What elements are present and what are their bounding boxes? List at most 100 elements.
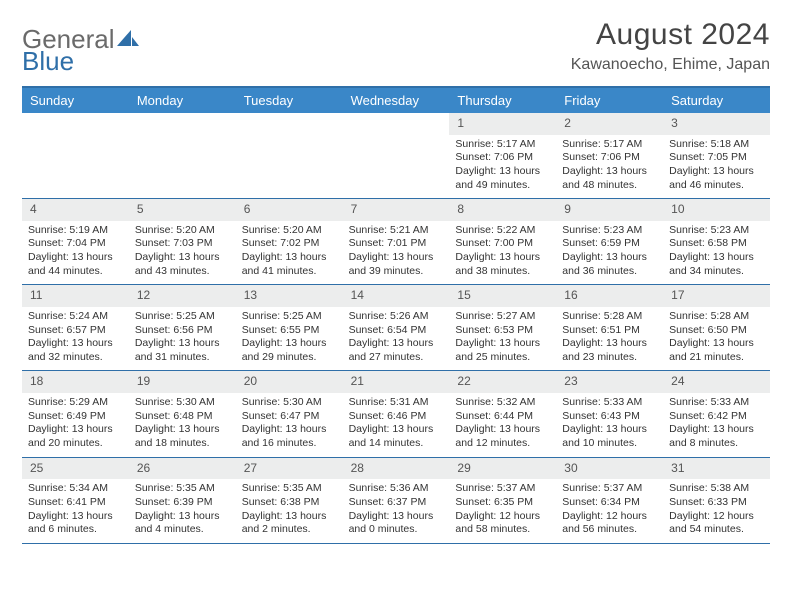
sunrise-text: Sunrise: 5:34 AM [28, 482, 123, 496]
calendar: Sunday Monday Tuesday Wednesday Thursday… [22, 86, 770, 544]
day2-text: and 48 minutes. [562, 179, 657, 193]
dayname-fri: Friday [556, 88, 663, 113]
day-details: Sunrise: 5:33 AMSunset: 6:42 PMDaylight:… [663, 393, 770, 457]
calendar-cell: 28Sunrise: 5:36 AMSunset: 6:37 PMDayligh… [343, 458, 450, 543]
day-number: 12 [129, 285, 236, 307]
sunset-text: Sunset: 6:42 PM [669, 410, 764, 424]
day-number: 26 [129, 458, 236, 480]
day-details: Sunrise: 5:36 AMSunset: 6:37 PMDaylight:… [343, 479, 450, 543]
day-number: 28 [343, 458, 450, 480]
day2-text: and 38 minutes. [455, 265, 550, 279]
day-details: Sunrise: 5:17 AMSunset: 7:06 PMDaylight:… [449, 135, 556, 199]
calendar-cell: 8Sunrise: 5:22 AMSunset: 7:00 PMDaylight… [449, 199, 556, 284]
day1-text: Daylight: 13 hours [135, 423, 230, 437]
calendar-cell: 26Sunrise: 5:35 AMSunset: 6:39 PMDayligh… [129, 458, 236, 543]
day2-text: and 16 minutes. [242, 437, 337, 451]
sunset-text: Sunset: 6:33 PM [669, 496, 764, 510]
sunset-text: Sunset: 7:04 PM [28, 237, 123, 251]
day1-text: Daylight: 13 hours [135, 510, 230, 524]
day2-text: and 18 minutes. [135, 437, 230, 451]
calendar-cell: 13Sunrise: 5:25 AMSunset: 6:55 PMDayligh… [236, 285, 343, 370]
day1-text: Daylight: 13 hours [28, 337, 123, 351]
day2-text: and 0 minutes. [349, 523, 444, 537]
day-details: Sunrise: 5:30 AMSunset: 6:47 PMDaylight:… [236, 393, 343, 457]
day2-text: and 2 minutes. [242, 523, 337, 537]
sunrise-text: Sunrise: 5:17 AM [455, 138, 550, 152]
sunrise-text: Sunrise: 5:28 AM [669, 310, 764, 324]
day2-text: and 31 minutes. [135, 351, 230, 365]
day-details: Sunrise: 5:37 AMSunset: 6:34 PMDaylight:… [556, 479, 663, 543]
day-number: 20 [236, 371, 343, 393]
sunset-text: Sunset: 6:37 PM [349, 496, 444, 510]
day2-text: and 21 minutes. [669, 351, 764, 365]
day1-text: Daylight: 13 hours [349, 337, 444, 351]
dayname-tue: Tuesday [236, 88, 343, 113]
day-details: Sunrise: 5:28 AMSunset: 6:50 PMDaylight:… [663, 307, 770, 371]
calendar-cell: 11Sunrise: 5:24 AMSunset: 6:57 PMDayligh… [22, 285, 129, 370]
day1-text: Daylight: 12 hours [562, 510, 657, 524]
day-number: 2 [556, 113, 663, 135]
day2-text: and 4 minutes. [135, 523, 230, 537]
sunset-text: Sunset: 6:50 PM [669, 324, 764, 338]
sunset-text: Sunset: 6:43 PM [562, 410, 657, 424]
calendar-cell: 7Sunrise: 5:21 AMSunset: 7:01 PMDaylight… [343, 199, 450, 284]
sunset-text: Sunset: 6:35 PM [455, 496, 550, 510]
sunset-text: Sunset: 6:55 PM [242, 324, 337, 338]
page-title: August 2024 [571, 18, 770, 52]
calendar-cell [236, 113, 343, 198]
sunrise-text: Sunrise: 5:26 AM [349, 310, 444, 324]
sunset-text: Sunset: 7:06 PM [455, 151, 550, 165]
calendar-cell: 24Sunrise: 5:33 AMSunset: 6:42 PMDayligh… [663, 371, 770, 456]
week-row: 1Sunrise: 5:17 AMSunset: 7:06 PMDaylight… [22, 113, 770, 199]
sunset-text: Sunset: 7:01 PM [349, 237, 444, 251]
sunset-text: Sunset: 7:06 PM [562, 151, 657, 165]
day1-text: Daylight: 13 hours [562, 165, 657, 179]
day-details: Sunrise: 5:23 AMSunset: 6:59 PMDaylight:… [556, 221, 663, 285]
calendar-cell [22, 113, 129, 198]
week-row: 18Sunrise: 5:29 AMSunset: 6:49 PMDayligh… [22, 371, 770, 457]
day-number: 22 [449, 371, 556, 393]
day2-text: and 36 minutes. [562, 265, 657, 279]
day1-text: Daylight: 13 hours [349, 510, 444, 524]
sunset-text: Sunset: 7:00 PM [455, 237, 550, 251]
sunrise-text: Sunrise: 5:32 AM [455, 396, 550, 410]
day2-text: and 29 minutes. [242, 351, 337, 365]
day-number: 31 [663, 458, 770, 480]
calendar-cell: 10Sunrise: 5:23 AMSunset: 6:58 PMDayligh… [663, 199, 770, 284]
day-number: 23 [556, 371, 663, 393]
day1-text: Daylight: 13 hours [562, 251, 657, 265]
empty-cell [22, 135, 129, 191]
day1-text: Daylight: 13 hours [28, 251, 123, 265]
day2-text: and 25 minutes. [455, 351, 550, 365]
day1-text: Daylight: 13 hours [242, 423, 337, 437]
day-number: 19 [129, 371, 236, 393]
sunrise-text: Sunrise: 5:30 AM [135, 396, 230, 410]
dayname-thu: Thursday [449, 88, 556, 113]
day1-text: Daylight: 13 hours [669, 337, 764, 351]
day-number: 10 [663, 199, 770, 221]
day-details: Sunrise: 5:35 AMSunset: 6:39 PMDaylight:… [129, 479, 236, 543]
day-number: 16 [556, 285, 663, 307]
day2-text: and 14 minutes. [349, 437, 444, 451]
empty-cell [129, 135, 236, 191]
sunrise-text: Sunrise: 5:24 AM [28, 310, 123, 324]
calendar-cell [343, 113, 450, 198]
calendar-cell: 19Sunrise: 5:30 AMSunset: 6:48 PMDayligh… [129, 371, 236, 456]
day1-text: Daylight: 13 hours [455, 251, 550, 265]
day-number: 30 [556, 458, 663, 480]
sunset-text: Sunset: 7:05 PM [669, 151, 764, 165]
day-details: Sunrise: 5:30 AMSunset: 6:48 PMDaylight:… [129, 393, 236, 457]
sunset-text: Sunset: 6:59 PM [562, 237, 657, 251]
sunset-text: Sunset: 6:48 PM [135, 410, 230, 424]
sunset-text: Sunset: 6:41 PM [28, 496, 123, 510]
day-details: Sunrise: 5:23 AMSunset: 6:58 PMDaylight:… [663, 221, 770, 285]
sunrise-text: Sunrise: 5:31 AM [349, 396, 444, 410]
day2-text: and 12 minutes. [455, 437, 550, 451]
day-number [22, 113, 129, 135]
day-details: Sunrise: 5:19 AMSunset: 7:04 PMDaylight:… [22, 221, 129, 285]
day1-text: Daylight: 13 hours [455, 423, 550, 437]
sunset-text: Sunset: 6:58 PM [669, 237, 764, 251]
sunrise-text: Sunrise: 5:30 AM [242, 396, 337, 410]
calendar-cell: 17Sunrise: 5:28 AMSunset: 6:50 PMDayligh… [663, 285, 770, 370]
day2-text: and 10 minutes. [562, 437, 657, 451]
